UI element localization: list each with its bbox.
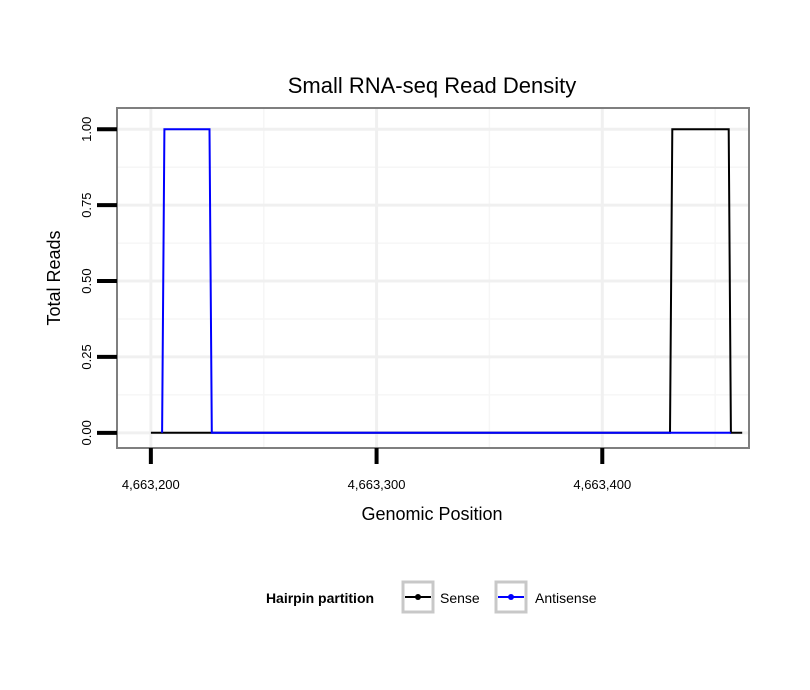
plot-panel-border (116, 107, 750, 449)
y-axis-title: Total Reads (44, 230, 64, 325)
x-axis-title: Genomic Position (361, 504, 502, 524)
x-tick-label: 4,663,400 (573, 477, 631, 492)
legend-label-antisense: Antisense (535, 590, 597, 606)
y-tick-label: 0.50 (79, 268, 94, 293)
y-axis: 0.00 0.25 0.50 0.75 1.00 (79, 117, 117, 445)
y-tick-label: 1.00 (79, 117, 94, 142)
y-tick-label: 0.00 (79, 420, 94, 445)
legend-key-antisense-point (508, 594, 514, 600)
chart-title: Small RNA-seq Read Density (288, 73, 577, 98)
data-series (150, 128, 743, 434)
legend-item-antisense: Antisense (494, 580, 597, 614)
legend: Hairpin partition Sense Antisense (266, 580, 597, 614)
x-tick-label: 4,663,200 (122, 477, 180, 492)
legend-key-sense-point (415, 594, 421, 600)
legend-label-sense: Sense (440, 590, 480, 606)
x-axis: 4,663,200 4,663,300 4,663,400 (122, 448, 631, 492)
y-tick-label: 0.25 (79, 344, 94, 369)
legend-item-sense: Sense (401, 580, 480, 614)
series-line-antisense (161, 128, 731, 434)
y-tick-label: 0.75 (79, 192, 94, 217)
legend-title: Hairpin partition (266, 590, 374, 606)
x-tick-label: 4,663,300 (348, 477, 406, 492)
